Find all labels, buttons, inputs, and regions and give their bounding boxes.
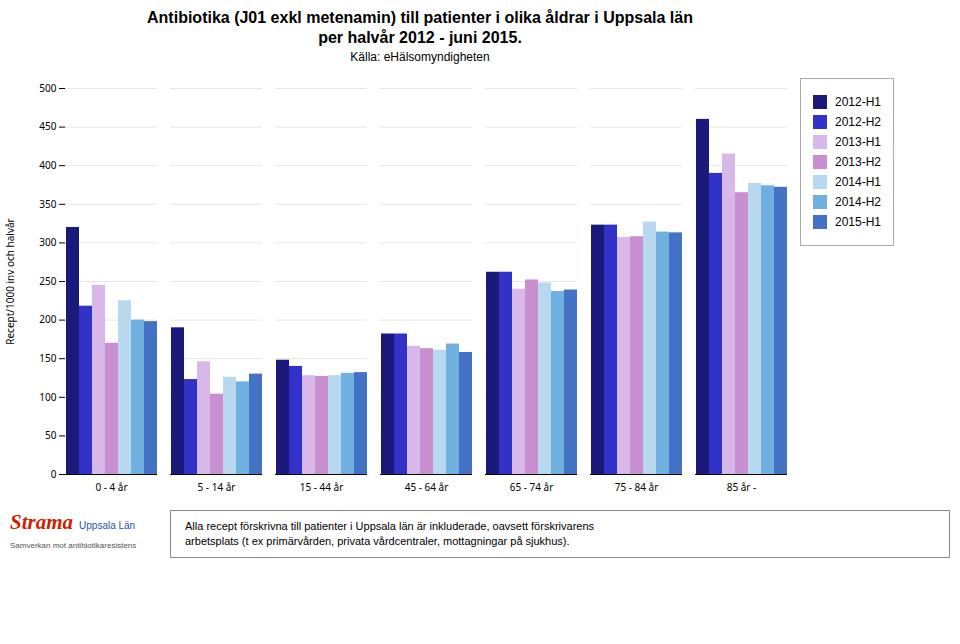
svg-text:200: 200 <box>39 312 56 326</box>
html-text:Uppsala Län: Uppsala Län <box>79 520 136 531</box>
html-text:2012-H2: 2012-H2 <box>835 115 881 129</box>
html-text:Strama: Strama <box>10 510 73 534</box>
svg-text:500: 500 <box>39 81 56 95</box>
svg-text:400: 400 <box>39 158 56 172</box>
svg-text:50: 50 <box>45 428 57 442</box>
svg-text:5 - 14 år: 5 - 14 år <box>198 480 236 494</box>
svg-text:65 - 74 år: 65 - 74 år <box>510 480 554 494</box>
html-text:Antibiotika (J01 exkl metenami: Antibiotika (J01 exkl metenamin) till pa… <box>147 9 693 46</box>
html-text:2014-H2: 2014-H2 <box>835 195 881 209</box>
svg-text:0: 0 <box>51 467 57 481</box>
svg-text:100: 100 <box>39 390 56 404</box>
html-text:2013-H2: 2013-H2 <box>835 155 881 169</box>
svg-text:250: 250 <box>39 274 56 288</box>
svg-text:0 - 4 år: 0 - 4 år <box>95 480 127 494</box>
html-text:2012-H1: 2012-H1 <box>835 95 881 109</box>
html-text:2015-H1: 2015-H1 <box>835 215 881 229</box>
html-text:2014-H1: 2014-H1 <box>835 175 881 189</box>
svg-text:45 - 64 år: 45 - 64 år <box>405 480 449 494</box>
html-text:Alla recept förskrivna till pa: Alla recept förskrivna till patienter i … <box>185 520 594 547</box>
html-text:Källa: eHälsomyndigheten: Källa: eHälsomyndigheten <box>350 50 490 64</box>
html-text:Samverkan mot antibiotikaresis: Samverkan mot antibiotikaresistens <box>10 541 137 550</box>
svg-text:300: 300 <box>39 235 56 249</box>
svg-text:350: 350 <box>39 197 56 211</box>
svg-text:150: 150 <box>39 351 56 365</box>
svg-text:Recept/1000 inv och halvår: Recept/1000 inv och halvår <box>3 218 17 345</box>
svg-text:450: 450 <box>39 119 56 133</box>
svg-text:15 - 44 år: 15 - 44 år <box>300 480 344 494</box>
html-text:2013-H1: 2013-H1 <box>835 135 881 149</box>
svg-text:85 år -: 85 år - <box>727 480 757 494</box>
svg-text:75 - 84 år: 75 - 84 år <box>615 480 659 494</box>
